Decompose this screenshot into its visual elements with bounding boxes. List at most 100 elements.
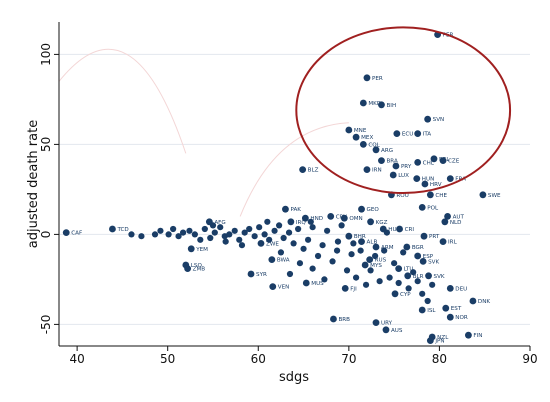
data-point	[207, 234, 214, 242]
data-point	[421, 180, 429, 188]
point-label: AUT	[453, 214, 465, 220]
data-point	[424, 297, 431, 305]
data-point	[419, 290, 426, 297]
point-label: ARM	[381, 245, 394, 251]
x-tick-label: 40	[69, 352, 84, 366]
data-point	[410, 269, 417, 276]
data-point	[378, 101, 385, 109]
point-label: IRL	[448, 240, 458, 246]
data-point	[379, 225, 387, 233]
point-label: SVK	[434, 274, 445, 280]
plot-area	[59, 22, 530, 346]
y-tick-label: 0	[39, 231, 53, 239]
data-point	[247, 270, 255, 278]
data-point	[391, 290, 399, 298]
point-label: SWE	[488, 193, 501, 199]
data-point	[226, 231, 233, 238]
point-label: SVK	[428, 259, 439, 265]
data-point	[309, 265, 316, 272]
data-point	[395, 279, 402, 287]
data-point	[287, 218, 295, 226]
point-label: CHE	[435, 193, 447, 199]
y-axis-title: adjusted death rate	[26, 120, 41, 248]
data-point	[419, 258, 427, 265]
data-point	[211, 229, 218, 236]
data-point	[302, 279, 310, 287]
data-point	[241, 229, 248, 236]
data-point	[426, 337, 434, 344]
point-label: LTU	[404, 267, 414, 273]
point-label: DNK	[478, 299, 490, 305]
point-label: COL	[368, 142, 380, 148]
x-tick-label: 70	[341, 352, 356, 366]
data-point	[276, 222, 283, 229]
data-point	[329, 258, 336, 265]
data-point	[285, 229, 293, 236]
data-point	[439, 157, 447, 165]
data-point	[201, 225, 208, 233]
point-label: HND	[310, 216, 323, 222]
point-label: ZMB	[193, 267, 206, 273]
data-point	[186, 227, 193, 234]
point-label: URY	[381, 321, 393, 327]
data-point	[165, 231, 172, 238]
point-label: JPN	[434, 339, 444, 345]
point-label: TCD	[116, 227, 128, 233]
data-point	[238, 242, 246, 249]
data-point	[405, 285, 412, 292]
data-point	[352, 133, 360, 141]
data-point	[338, 222, 345, 229]
data-point	[367, 267, 374, 274]
data-point	[314, 252, 322, 260]
data-point	[157, 227, 164, 234]
data-point	[282, 205, 289, 213]
point-label: YEM	[195, 247, 208, 253]
point-label: MUS	[311, 281, 324, 287]
data-point	[439, 238, 447, 246]
highlight-ellipse	[295, 26, 512, 194]
data-point	[442, 304, 450, 312]
data-point	[222, 238, 229, 245]
data-point	[420, 232, 428, 240]
data-point	[372, 252, 379, 260]
data-point	[363, 74, 371, 82]
data-point	[175, 233, 182, 240]
data-point	[396, 225, 403, 233]
point-label: AFG	[214, 220, 225, 226]
data-point	[345, 232, 353, 240]
data-point	[359, 99, 367, 107]
data-point	[341, 285, 349, 292]
data-point	[231, 227, 238, 234]
point-label: CAF	[71, 231, 82, 237]
annotations	[295, 26, 512, 194]
data-point	[376, 278, 383, 285]
data-point	[418, 204, 426, 211]
data-point	[361, 261, 369, 269]
data-point	[381, 247, 388, 254]
data-point	[205, 218, 213, 226]
data-point	[414, 159, 422, 166]
point-label: GEO	[367, 207, 380, 213]
data-point	[348, 251, 355, 258]
data-point	[465, 331, 472, 339]
point-label: EST	[451, 306, 462, 312]
data-point	[403, 243, 411, 251]
data-point	[184, 265, 192, 272]
point-label: MEX	[361, 135, 373, 141]
data-point	[400, 249, 407, 256]
data-point	[246, 225, 253, 233]
data-point	[345, 126, 353, 134]
point-label: ISL	[427, 308, 436, 314]
point-label: IRN	[372, 168, 382, 174]
point-label: HUB	[388, 227, 400, 233]
data-point	[330, 315, 337, 323]
data-point	[277, 249, 285, 256]
data-point	[62, 229, 70, 237]
data-point	[319, 242, 326, 249]
point-label: CRI	[405, 227, 415, 233]
point-label: IRQ	[296, 220, 307, 226]
data-point	[372, 146, 380, 154]
background-arcs	[58, 48, 349, 217]
point-label: BWA	[277, 258, 290, 264]
